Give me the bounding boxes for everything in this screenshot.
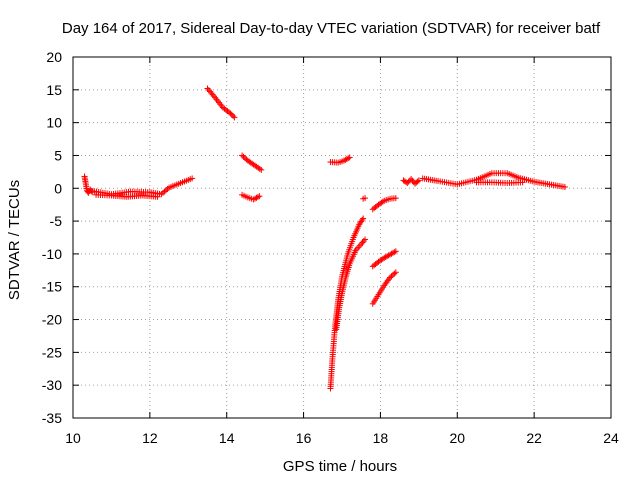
data-point	[391, 249, 398, 256]
data-point	[391, 270, 398, 277]
x-tick-label: 20	[449, 430, 465, 446]
data-point	[379, 198, 386, 205]
data-point	[254, 193, 261, 200]
y-tick-label: -30	[42, 377, 62, 393]
y-axis-label: SDTVAR / TECUs	[6, 180, 23, 300]
data-point	[258, 166, 265, 173]
y-tick-label: -25	[42, 344, 62, 360]
data-point	[256, 193, 263, 200]
data-point	[414, 178, 421, 185]
x-tick-label: 24	[603, 430, 619, 446]
data-point	[359, 216, 366, 223]
data-point	[360, 215, 367, 222]
data-point	[561, 183, 568, 190]
data-point	[230, 113, 237, 120]
data-point	[392, 195, 399, 202]
x-tick-label: 16	[296, 430, 312, 446]
x-tick-label: 14	[219, 430, 235, 446]
data-points	[81, 85, 568, 392]
data-point	[362, 236, 369, 243]
plot-frame	[72, 56, 612, 419]
data-point	[389, 271, 396, 278]
x-tick-label: 12	[142, 430, 158, 446]
data-point	[189, 175, 196, 182]
data-point	[346, 154, 353, 161]
x-axis-label: GPS time / hours	[283, 458, 397, 475]
data-point	[404, 180, 411, 187]
y-tick-label: 15	[46, 82, 62, 98]
data-point	[388, 273, 395, 280]
y-tick-label: -35	[42, 410, 62, 426]
data-point	[387, 274, 394, 281]
y-tick-label: 5	[54, 147, 62, 163]
chart-title: Day 164 of 2017, Sidereal Day-to-day VTE…	[62, 20, 601, 37]
data-point	[231, 114, 238, 121]
data-point	[239, 152, 246, 159]
x-tick-label: 10	[65, 430, 81, 446]
tick-labels: 10 12 14 16 18 20 22 24 20 15 10 5 0 -5 -10 -15 -20 -25 -3…	[42, 49, 619, 446]
y-tick-label: -15	[42, 279, 62, 295]
x-tick-label: 18	[373, 430, 389, 446]
data-point	[362, 195, 369, 202]
data-point	[345, 155, 352, 162]
y-tick-label: 0	[54, 180, 62, 196]
y-tick-label: 10	[46, 115, 62, 131]
data-point	[228, 111, 235, 118]
data-point	[240, 153, 247, 160]
y-tick-label: -5	[50, 213, 63, 229]
y-tick-label: -10	[42, 246, 62, 262]
data-point	[519, 179, 526, 186]
data-point	[392, 248, 399, 255]
data-point	[415, 177, 422, 184]
data-point	[154, 193, 161, 200]
data-point	[227, 110, 234, 117]
data-point	[241, 155, 248, 162]
data-point	[405, 178, 412, 185]
data-point	[392, 269, 399, 276]
tick-marks	[72, 56, 612, 419]
x-tick-label: 22	[526, 430, 542, 446]
y-tick-label: 20	[46, 49, 62, 65]
y-tick-label: -20	[42, 312, 62, 328]
